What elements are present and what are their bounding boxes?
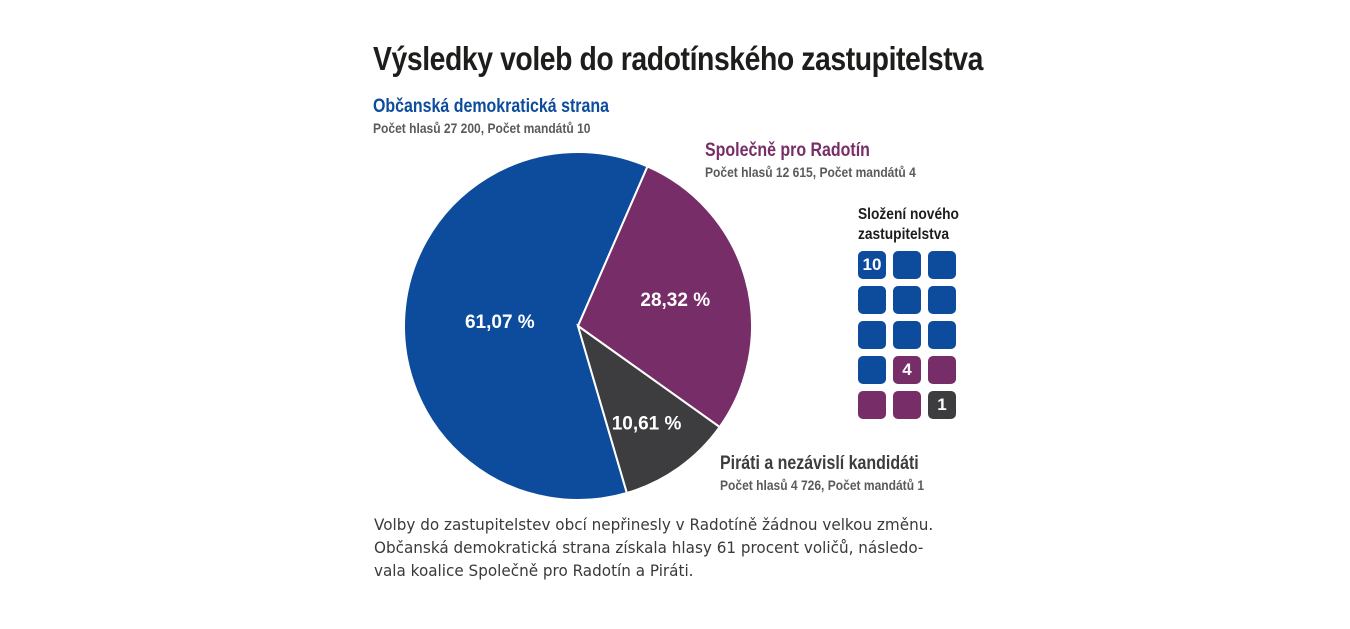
seat-ods	[858, 356, 886, 384]
legend-ods-stats: Počet hlasů 27 200, Počet mandátů 10	[373, 120, 591, 136]
seat-spr	[893, 391, 921, 419]
chart-title: Výsledky voleb do radotínského zastupite…	[373, 40, 983, 77]
legend-spr-name: Společně pro Radotín	[705, 140, 870, 161]
seat-ods	[928, 321, 956, 349]
seat-ods: 10	[858, 251, 886, 279]
pie-slice-spr	[576, 165, 753, 429]
pie-slice-ods	[403, 151, 649, 501]
legend-spr-stats: Počet hlasů 12 615, Počet mandátů 4	[705, 164, 916, 180]
seat-spr	[928, 356, 956, 384]
legend-spr: Společně pro Radotín Počet hlasů 12 615,…	[705, 140, 950, 180]
legend-pirati: Piráti a nezávislí kandidáti Počet hlasů…	[720, 453, 957, 493]
description-text: Volby do zastupitelstev obcí nepřinesly …	[374, 513, 982, 582]
seat-ods	[893, 286, 921, 314]
legend-pirati-stats: Počet hlasů 4 726, Počet mandátů 1	[720, 477, 925, 493]
pie-label-spr: 28,32 %	[640, 290, 710, 311]
seat-ods	[858, 286, 886, 314]
seat-ods	[858, 321, 886, 349]
legend-pirati-name: Piráti a nezávislí kandidáti	[720, 453, 919, 474]
legend-ods-name: Občanská demokratická strana	[373, 96, 609, 117]
seats-grid: 10 4 1	[858, 251, 958, 419]
seat-ods	[893, 321, 921, 349]
description-line-2: Občanská demokratická strana získala hla…	[374, 538, 924, 557]
seat-ods	[928, 286, 956, 314]
seats-title-line1: Složení nového	[858, 206, 959, 223]
description-line-1: Volby do zastupitelstev obcí nepřinesly …	[374, 515, 934, 534]
seat-pirati: 1	[928, 391, 956, 419]
seats-title-line2: zastupitelstva	[858, 226, 949, 243]
pie-label-ods: 61,07 %	[465, 312, 535, 333]
legend-ods: Občanská demokratická strana Počet hlasů…	[373, 96, 654, 136]
seat-spr	[858, 391, 886, 419]
pie-slice-pirati	[576, 323, 722, 495]
seat-ods	[928, 251, 956, 279]
pie-label-pirati: 10,61 %	[612, 413, 682, 434]
seat-spr: 4	[893, 356, 921, 384]
description-line-3: vala koalice Společně pro Radotín a Pirá…	[374, 561, 694, 580]
seat-ods	[893, 251, 921, 279]
seats-title: Složení nového zastupitelstva	[858, 205, 996, 245]
